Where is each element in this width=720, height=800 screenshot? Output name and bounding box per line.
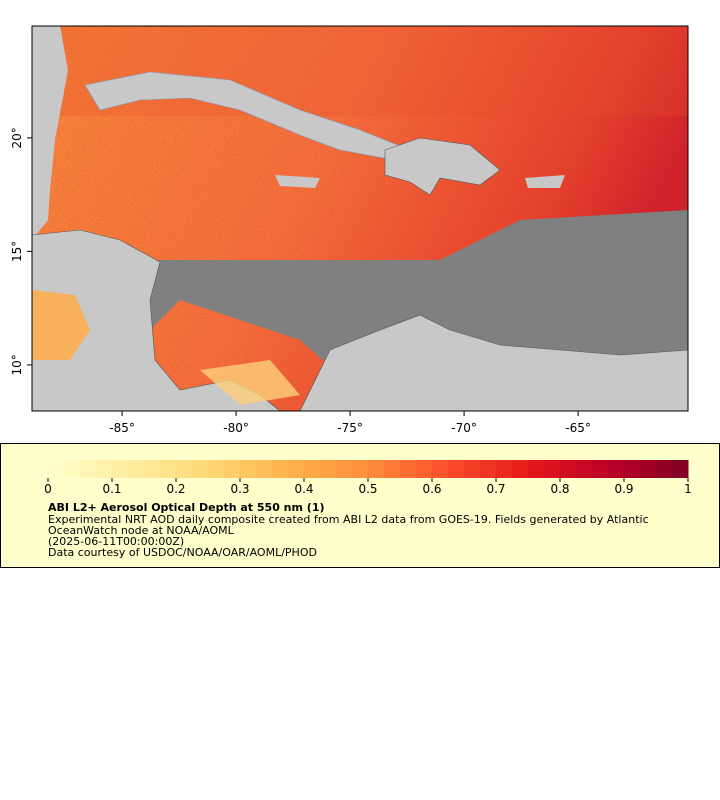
y-tick-label: 20° <box>10 127 24 148</box>
colorbar-swatch <box>128 460 145 478</box>
colorbar-tick-label: 0.5 <box>358 482 377 496</box>
colorbar-swatch <box>272 460 289 478</box>
colorbar-tick-label: 1 <box>684 482 692 496</box>
colorbar-swatch <box>576 460 593 478</box>
plot-frame <box>31 25 689 412</box>
colorbar-swatch <box>416 460 433 478</box>
legend-line: OceanWatch node at NOAA/AOML <box>48 524 235 537</box>
x-tick-label: -85° <box>109 421 135 435</box>
colorbar-swatch <box>656 460 673 478</box>
colorbar-swatch <box>288 460 305 478</box>
colorbar-tick-label: 0.7 <box>486 482 505 496</box>
colorbar-swatch <box>352 460 369 478</box>
x-tick-label: -70° <box>451 421 477 435</box>
colorbar-swatch <box>432 460 449 478</box>
legend-line: Experimental NRT AOD daily composite cre… <box>48 513 649 526</box>
colorbar-swatch <box>528 460 545 478</box>
colorbar-tick-label: 0.3 <box>230 482 249 496</box>
colorbar-swatch <box>64 460 81 478</box>
colorbar-swatch <box>48 460 65 478</box>
legend-line: Data courtesy of USDOC/NOAA/OAR/AOML/PHO… <box>48 546 317 559</box>
colorbar-swatch <box>448 460 465 478</box>
colorbar-swatch <box>256 460 273 478</box>
colorbar-swatch <box>672 460 689 478</box>
colorbar-swatch <box>560 460 577 478</box>
colorbar-tick-label: 0.8 <box>550 482 569 496</box>
colorbar-swatch <box>368 460 385 478</box>
colorbar-swatch <box>176 460 193 478</box>
x-tick-label: -75° <box>337 421 363 435</box>
colorbar-swatch <box>112 460 129 478</box>
colorbar-swatch <box>592 460 609 478</box>
colorbar-tick-label: 0.4 <box>294 482 313 496</box>
colorbar-swatch <box>496 460 513 478</box>
x-tick-label: -80° <box>223 421 249 435</box>
colorbar-swatch <box>144 460 161 478</box>
colorbar-swatch <box>224 460 241 478</box>
colorbar-tick-label: 0.2 <box>166 482 185 496</box>
colorbar-swatch <box>160 460 177 478</box>
colorbar-swatch <box>208 460 225 478</box>
map-image <box>32 26 688 411</box>
colorbar-swatch <box>96 460 113 478</box>
colorbar-swatch <box>512 460 529 478</box>
x-tick-label: -65° <box>565 421 591 435</box>
y-tick-label: 10° <box>10 354 24 375</box>
colorbar-swatch <box>192 460 209 478</box>
legend-title: ABI L2+ Aerosol Optical Depth at 550 nm … <box>48 501 325 514</box>
colorbar-tick-label: 0.6 <box>422 482 441 496</box>
colorbar-swatch <box>544 460 561 478</box>
legend-line: (2025-06-11T00:00:00Z) <box>48 535 184 548</box>
colorbar-swatch <box>304 460 321 478</box>
colorbar-tick-label: 0.9 <box>614 482 633 496</box>
colorbar-tick-label: 0.1 <box>102 482 121 496</box>
y-tick-label: 15° <box>10 241 24 262</box>
colorbar-swatch <box>240 460 257 478</box>
colorbar-swatch <box>624 460 641 478</box>
colorbar-swatch <box>320 460 337 478</box>
colorbar-swatch <box>640 460 657 478</box>
colorbar-swatch <box>464 460 481 478</box>
colorbar-tick-label: 0 <box>44 482 52 496</box>
colorbar-swatch <box>384 460 401 478</box>
colorbar-swatch <box>80 460 97 478</box>
colorbar-swatch <box>480 460 497 478</box>
colorbar-swatch <box>400 460 417 478</box>
colorbar-swatch <box>336 460 353 478</box>
colorbar-swatch <box>608 460 625 478</box>
